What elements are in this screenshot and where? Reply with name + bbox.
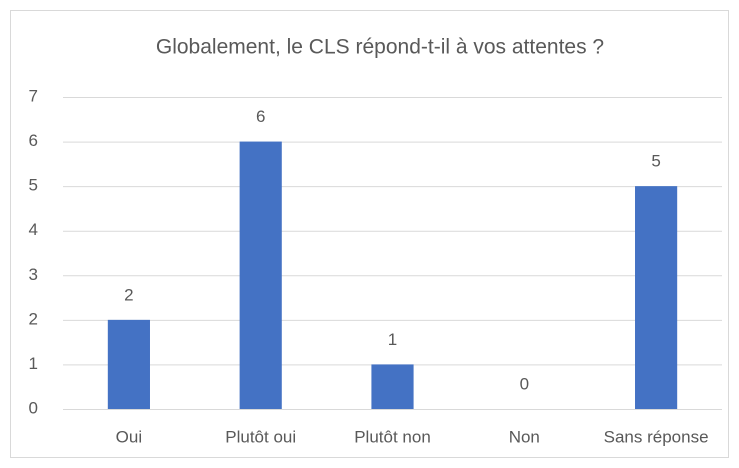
y-tick-label: 6 (29, 131, 38, 150)
chart-title: Globalement, le CLS répond-t-il à vos at… (156, 36, 604, 59)
data-label: 1 (388, 330, 397, 349)
y-tick-label: 3 (29, 265, 38, 284)
x-tick-label: Plutôt non (354, 427, 431, 446)
y-tick-label: 4 (29, 220, 38, 239)
y-tick-label: 5 (29, 176, 38, 195)
bar (107, 319, 150, 409)
bar (239, 141, 282, 410)
x-tick-label: Non (509, 427, 540, 446)
x-tick-label: Sans réponse (604, 427, 709, 446)
y-tick-label: 0 (29, 398, 38, 417)
data-label: 2 (124, 285, 133, 304)
data-label: 0 (520, 374, 529, 393)
y-tick-label: 1 (29, 354, 38, 373)
bar (635, 186, 678, 409)
y-tick-label: 2 (29, 309, 38, 328)
data-label: 5 (651, 152, 660, 171)
bar (371, 364, 414, 409)
x-tick-label: Plutôt oui (225, 427, 296, 446)
x-tick-label: Oui (116, 427, 142, 446)
y-tick-label: 7 (29, 86, 38, 105)
data-label: 6 (256, 107, 265, 126)
